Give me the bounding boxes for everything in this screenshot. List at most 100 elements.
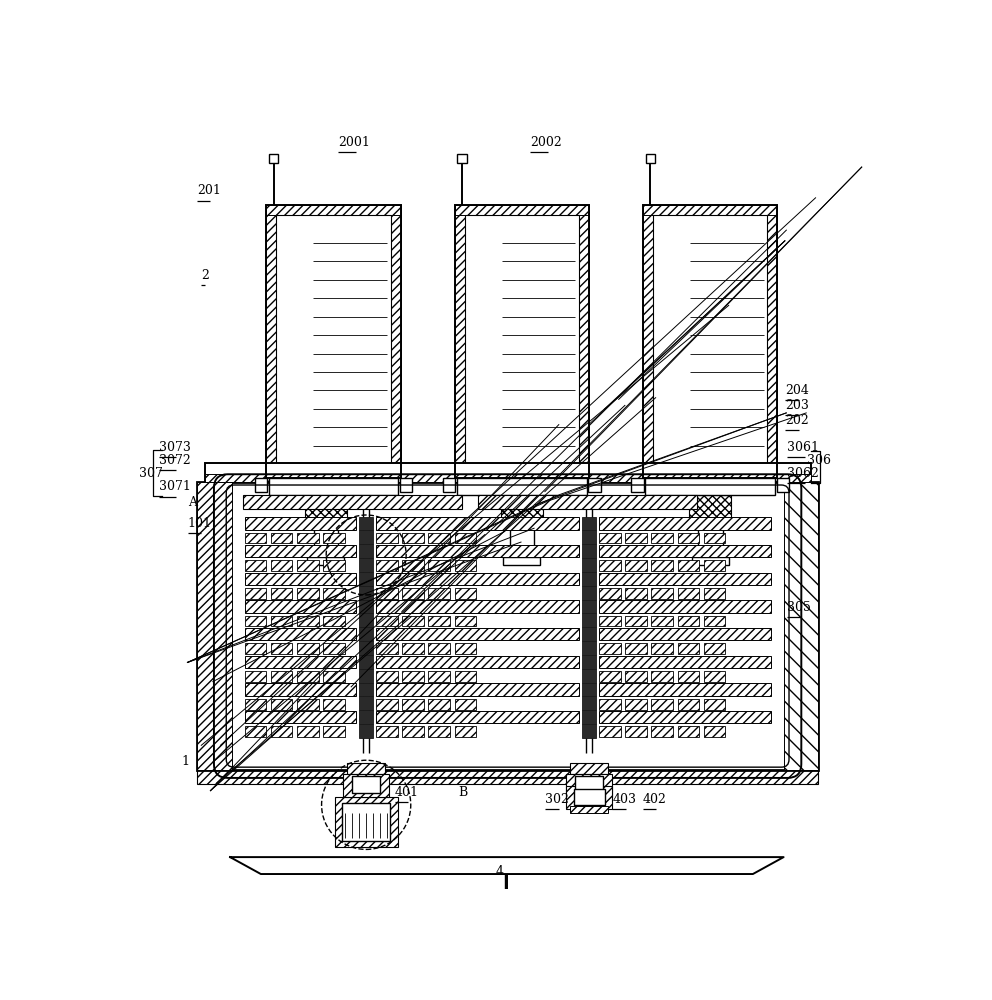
Bar — [582, 724, 596, 738]
Bar — [599, 600, 771, 613]
Bar — [454, 643, 476, 654]
Bar — [323, 588, 344, 599]
Bar — [501, 495, 543, 524]
Bar — [376, 671, 398, 682]
Bar — [359, 517, 373, 530]
Bar — [376, 517, 579, 530]
Bar — [454, 588, 476, 599]
Bar — [703, 671, 725, 682]
Bar — [646, 154, 655, 163]
Bar — [678, 560, 699, 571]
Bar — [297, 560, 318, 571]
Bar — [245, 699, 266, 710]
Bar — [359, 586, 373, 600]
Bar — [245, 683, 356, 696]
Text: 201: 201 — [197, 184, 221, 197]
Text: 307: 307 — [139, 467, 164, 480]
Bar — [652, 699, 673, 710]
Bar — [625, 560, 647, 571]
Bar — [359, 669, 373, 683]
Bar — [323, 533, 344, 543]
Bar — [429, 560, 450, 571]
Text: 101: 101 — [187, 517, 212, 530]
Bar — [703, 643, 725, 654]
Bar — [245, 628, 356, 640]
Bar — [678, 533, 699, 543]
Bar — [566, 774, 612, 797]
Bar — [245, 533, 266, 543]
Bar — [271, 726, 293, 737]
Bar — [297, 643, 318, 654]
Bar — [245, 671, 266, 682]
Bar — [784, 482, 818, 770]
Bar — [768, 205, 778, 478]
Text: 204: 204 — [786, 384, 809, 397]
Text: 3071: 3071 — [159, 480, 190, 493]
Bar — [510, 524, 534, 559]
Bar — [243, 495, 462, 509]
Bar — [376, 711, 579, 723]
Bar — [678, 616, 699, 626]
Bar — [599, 711, 771, 723]
Bar — [689, 495, 731, 524]
Bar — [429, 726, 450, 737]
Bar — [204, 463, 810, 482]
Bar — [347, 763, 385, 774]
Bar — [575, 776, 603, 793]
Bar — [599, 643, 621, 654]
Bar — [625, 671, 647, 682]
Bar — [359, 530, 373, 544]
Bar — [678, 671, 699, 682]
Bar — [599, 726, 621, 737]
Bar — [599, 588, 621, 599]
Bar — [703, 726, 725, 737]
Bar — [625, 616, 647, 626]
Bar — [478, 495, 696, 509]
Bar — [599, 699, 621, 710]
Bar — [625, 588, 647, 599]
Bar — [698, 524, 722, 559]
Bar — [276, 215, 391, 478]
Bar — [359, 724, 373, 738]
Bar — [376, 656, 579, 668]
Bar — [566, 786, 612, 809]
Bar — [271, 533, 293, 543]
Bar — [271, 616, 293, 626]
Bar — [579, 205, 589, 478]
Bar — [376, 683, 579, 696]
Bar — [197, 482, 818, 770]
Bar — [245, 560, 266, 571]
Bar — [313, 524, 338, 559]
Bar — [582, 572, 596, 586]
Text: 302: 302 — [546, 793, 569, 806]
Bar — [429, 588, 450, 599]
Bar — [599, 628, 771, 640]
Bar — [323, 671, 344, 682]
Text: 203: 203 — [786, 399, 809, 412]
Bar — [703, 560, 725, 571]
Bar — [454, 205, 589, 478]
Bar — [582, 669, 596, 683]
Bar — [359, 641, 373, 655]
Bar — [429, 699, 450, 710]
Bar — [703, 533, 725, 543]
Bar — [359, 613, 373, 627]
Bar — [266, 205, 276, 478]
Bar — [582, 517, 596, 530]
Bar — [297, 616, 318, 626]
Bar — [625, 533, 647, 543]
Bar — [403, 726, 424, 737]
Text: 305: 305 — [787, 601, 810, 614]
Bar — [245, 600, 356, 613]
Bar — [403, 643, 424, 654]
Bar — [454, 205, 464, 478]
Bar — [429, 671, 450, 682]
Bar — [323, 643, 344, 654]
Bar — [245, 545, 356, 557]
Bar — [359, 544, 373, 558]
Bar — [297, 699, 318, 710]
Bar — [599, 545, 771, 557]
Bar — [403, 588, 424, 599]
Bar — [625, 699, 647, 710]
Text: 1: 1 — [182, 755, 189, 768]
